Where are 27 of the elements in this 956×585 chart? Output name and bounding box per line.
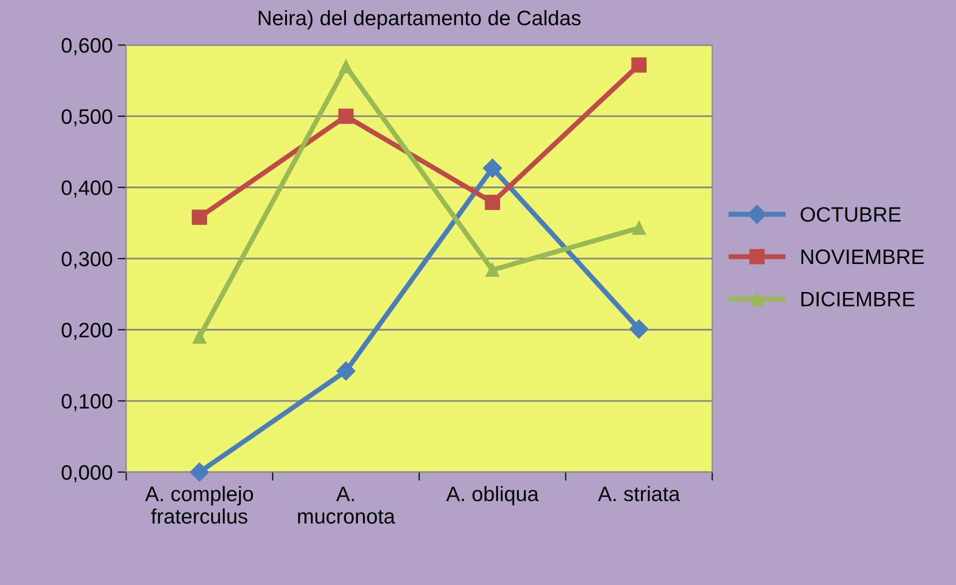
point <box>486 263 500 277</box>
point <box>631 57 647 73</box>
y-tick-label: 0,000 <box>62 465 112 482</box>
point <box>632 221 646 235</box>
legend-label: DICIEMBRE <box>801 292 915 306</box>
y-tick-label: 0,400 <box>62 180 112 198</box>
point <box>482 158 502 178</box>
point <box>336 361 356 381</box>
y-tick-label: 0,100 <box>62 394 112 412</box>
y-tick-label: 0,500 <box>62 109 112 126</box>
y-tick-label: 0,300 <box>62 252 112 269</box>
x-tick-label: A. striata <box>598 486 680 502</box>
x-tick-label: A. complejo fraterculus <box>145 486 253 524</box>
legend-label: OCTUBRE <box>800 207 901 222</box>
point <box>190 462 209 482</box>
point <box>339 59 353 74</box>
x-tick-label: A. mucronota <box>298 486 396 524</box>
point <box>338 108 354 124</box>
point <box>192 210 208 225</box>
point <box>484 194 500 210</box>
y-tick-label: 0,600 <box>62 38 112 56</box>
point <box>192 330 206 344</box>
point <box>629 320 648 339</box>
legend-label: NOVIEMBRE <box>801 249 924 264</box>
x-tick-label: A. obliqua <box>446 486 539 506</box>
y-tick-label: 0,200 <box>62 322 112 340</box>
chart-title: Neira) del departamento de Caldas <box>258 10 581 30</box>
